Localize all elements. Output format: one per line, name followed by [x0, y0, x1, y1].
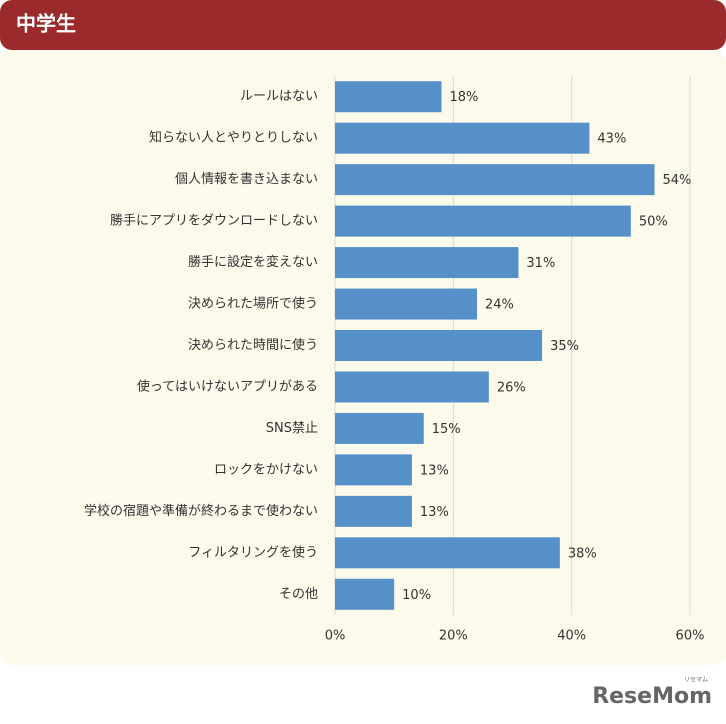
value-label: 43% [597, 132, 626, 147]
logo-ruby: リセマム [684, 677, 708, 684]
bar [335, 454, 412, 486]
x-tick-label: 0% [325, 629, 346, 644]
y-tick-label: 決められた時間に使う [188, 337, 318, 353]
y-tick-label: 勝手に設定を変えない [188, 254, 318, 270]
value-label: 24% [485, 298, 514, 313]
bar [335, 247, 519, 279]
y-tick-label: ルールはない [240, 89, 318, 104]
y-tick-label: フィルタリングを使う [188, 544, 318, 560]
value-label: 18% [450, 90, 479, 105]
value-label: 54% [663, 173, 692, 188]
bar [335, 81, 442, 113]
value-label: 13% [420, 505, 449, 520]
y-tick-label: 使ってはいけないアプリがある [137, 378, 318, 394]
bar [335, 495, 412, 527]
y-tick-label: 学校の宿題や準備が終わるまで使わない [84, 503, 318, 519]
logo: ReseMom [592, 684, 712, 709]
value-label: 13% [420, 463, 449, 478]
value-label: 15% [432, 422, 461, 437]
y-tick-label: 個人情報を書き込まない [175, 172, 318, 187]
value-label: 26% [497, 380, 526, 395]
value-label: 10% [402, 588, 431, 603]
bar [335, 371, 489, 403]
y-tick-label: ロックをかけない [214, 462, 318, 477]
bar [335, 412, 424, 444]
header-bar [0, 0, 726, 50]
x-tick-label: 40% [557, 629, 586, 644]
x-tick-label: 20% [439, 629, 468, 644]
bar [335, 578, 395, 610]
bar [335, 205, 631, 237]
y-tick-label: 勝手にアプリをダウンロードしない [110, 214, 318, 229]
bar [335, 122, 590, 154]
bar [335, 288, 477, 320]
y-tick-label: SNS禁止 [266, 421, 318, 436]
bar [335, 537, 560, 569]
header-title: 中学生 [16, 12, 76, 36]
value-label: 31% [526, 256, 555, 271]
y-tick-label: 知らない人とやりとりしない [149, 130, 318, 146]
y-tick-label: その他 [279, 587, 318, 602]
x-tick-label: 60% [676, 629, 705, 644]
value-label: 35% [550, 339, 579, 354]
value-label: 50% [639, 215, 668, 230]
bar [335, 330, 543, 361]
y-tick-label: 決められた場所で使う [188, 296, 318, 312]
bar [335, 164, 655, 196]
value-label: 38% [568, 546, 597, 561]
